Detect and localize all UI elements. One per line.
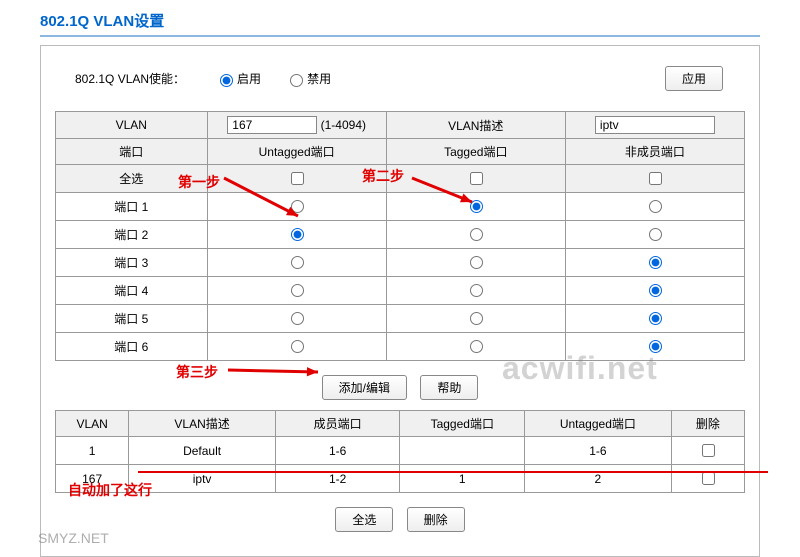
sth-del: 删除 — [671, 411, 744, 437]
th-nonmember: 非成员端口 — [565, 139, 744, 165]
table-row: 167iptv1-212 — [56, 465, 745, 493]
port-tagged-radio[interactable] — [470, 312, 483, 325]
apply-button[interactable]: 应用 — [665, 66, 723, 91]
config-panel: 802.1Q VLAN使能： 启用 禁用 应用 VLAN (1-4094) VL… — [40, 45, 760, 557]
port-nonmember-radio[interactable] — [649, 200, 662, 213]
port-nonmember-radio[interactable] — [649, 284, 662, 297]
port-tagged-radio[interactable] — [470, 340, 483, 353]
port-untagged-radio[interactable] — [291, 228, 304, 241]
cell-desc: iptv — [129, 465, 276, 493]
row-delete-checkbox[interactable] — [702, 472, 715, 485]
port-nonmember-radio[interactable] — [649, 228, 662, 241]
table-row: 端口 2 — [56, 221, 745, 249]
port-label: 端口 6 — [56, 333, 208, 361]
sth-tagged: Tagged端口 — [400, 411, 525, 437]
enable-label: 802.1Q VLAN使能： — [75, 70, 185, 87]
sth-desc: VLAN描述 — [129, 411, 276, 437]
port-untagged-radio[interactable] — [291, 284, 304, 297]
enable-off-radio[interactable] — [290, 74, 303, 87]
sth-members: 成员端口 — [275, 411, 400, 437]
action-row: 添加/编辑 帮助 — [55, 375, 745, 400]
select-all-tagged[interactable] — [470, 172, 483, 185]
cell-vlan: 167 — [56, 465, 129, 493]
enable-off-label: 禁用 — [307, 70, 331, 87]
cell-desc: Default — [129, 437, 276, 465]
th-port: 端口 — [56, 139, 208, 165]
page-title: 802.1Q VLAN设置 — [40, 10, 760, 37]
enable-off-option[interactable]: 禁用 — [285, 70, 331, 87]
vlan-desc-input[interactable] — [595, 116, 715, 134]
port-tagged-radio[interactable] — [470, 284, 483, 297]
port-tagged-radio[interactable] — [470, 256, 483, 269]
th-desc: VLAN描述 — [386, 112, 565, 139]
th-tagged: Tagged端口 — [386, 139, 565, 165]
select-all-label: 全选 — [56, 165, 208, 193]
sth-untagged: Untagged端口 — [525, 411, 672, 437]
port-nonmember-radio[interactable] — [649, 256, 662, 269]
cell-members: 1-2 — [275, 465, 400, 493]
port-untagged-radio[interactable] — [291, 312, 304, 325]
vlan-summary-table: VLAN VLAN描述 成员端口 Tagged端口 Untagged端口 删除 … — [55, 410, 745, 493]
table-row: 端口 1 — [56, 193, 745, 221]
th-desc-input — [565, 112, 744, 139]
port-label: 端口 3 — [56, 249, 208, 277]
table-row: 端口 5 — [56, 305, 745, 333]
port-untagged-radio[interactable] — [291, 340, 304, 353]
port-nonmember-radio[interactable] — [649, 312, 662, 325]
th-untagged: Untagged端口 — [207, 139, 386, 165]
th-vlan: VLAN — [56, 112, 208, 139]
enable-on-radio[interactable] — [220, 74, 233, 87]
cell-vlan: 1 — [56, 437, 129, 465]
delete-button[interactable]: 删除 — [407, 507, 465, 532]
select-all-button[interactable]: 全选 — [335, 507, 393, 532]
select-all-nonmember[interactable] — [649, 172, 662, 185]
port-tagged-radio[interactable] — [470, 200, 483, 213]
add-edit-button[interactable]: 添加/编辑 — [322, 375, 407, 400]
port-tagged-radio[interactable] — [470, 228, 483, 241]
enable-on-label: 启用 — [237, 70, 261, 87]
port-label: 端口 5 — [56, 305, 208, 333]
enable-on-option[interactable]: 启用 — [215, 70, 261, 87]
cell-untagged: 2 — [525, 465, 672, 493]
vlan-id-input[interactable] — [227, 116, 317, 134]
cell-members: 1-6 — [275, 437, 400, 465]
help-button[interactable]: 帮助 — [420, 375, 478, 400]
vlan-config-table: VLAN (1-4094) VLAN描述 端口 Untagged端口 Tagge… — [55, 111, 745, 361]
select-all-untagged[interactable] — [291, 172, 304, 185]
table-row: 端口 4 — [56, 277, 745, 305]
table-row: 1Default1-61-6 — [56, 437, 745, 465]
port-label: 端口 4 — [56, 277, 208, 305]
cell-tagged: 1 — [400, 465, 525, 493]
sth-vlan: VLAN — [56, 411, 129, 437]
cell-tagged — [400, 437, 525, 465]
row-delete-checkbox[interactable] — [702, 444, 715, 457]
cell-untagged: 1-6 — [525, 437, 672, 465]
th-vlan-input: (1-4094) — [207, 112, 386, 139]
port-untagged-radio[interactable] — [291, 256, 304, 269]
enable-row: 802.1Q VLAN使能： 启用 禁用 应用 — [55, 58, 745, 107]
vlan-range: (1-4094) — [321, 118, 366, 132]
port-label: 端口 1 — [56, 193, 208, 221]
port-untagged-radio[interactable] — [291, 200, 304, 213]
port-label: 端口 2 — [56, 221, 208, 249]
table-row: 端口 6 — [56, 333, 745, 361]
table-row: 端口 3 — [56, 249, 745, 277]
port-nonmember-radio[interactable] — [649, 340, 662, 353]
summary-action-row: 全选 删除 — [55, 507, 745, 532]
